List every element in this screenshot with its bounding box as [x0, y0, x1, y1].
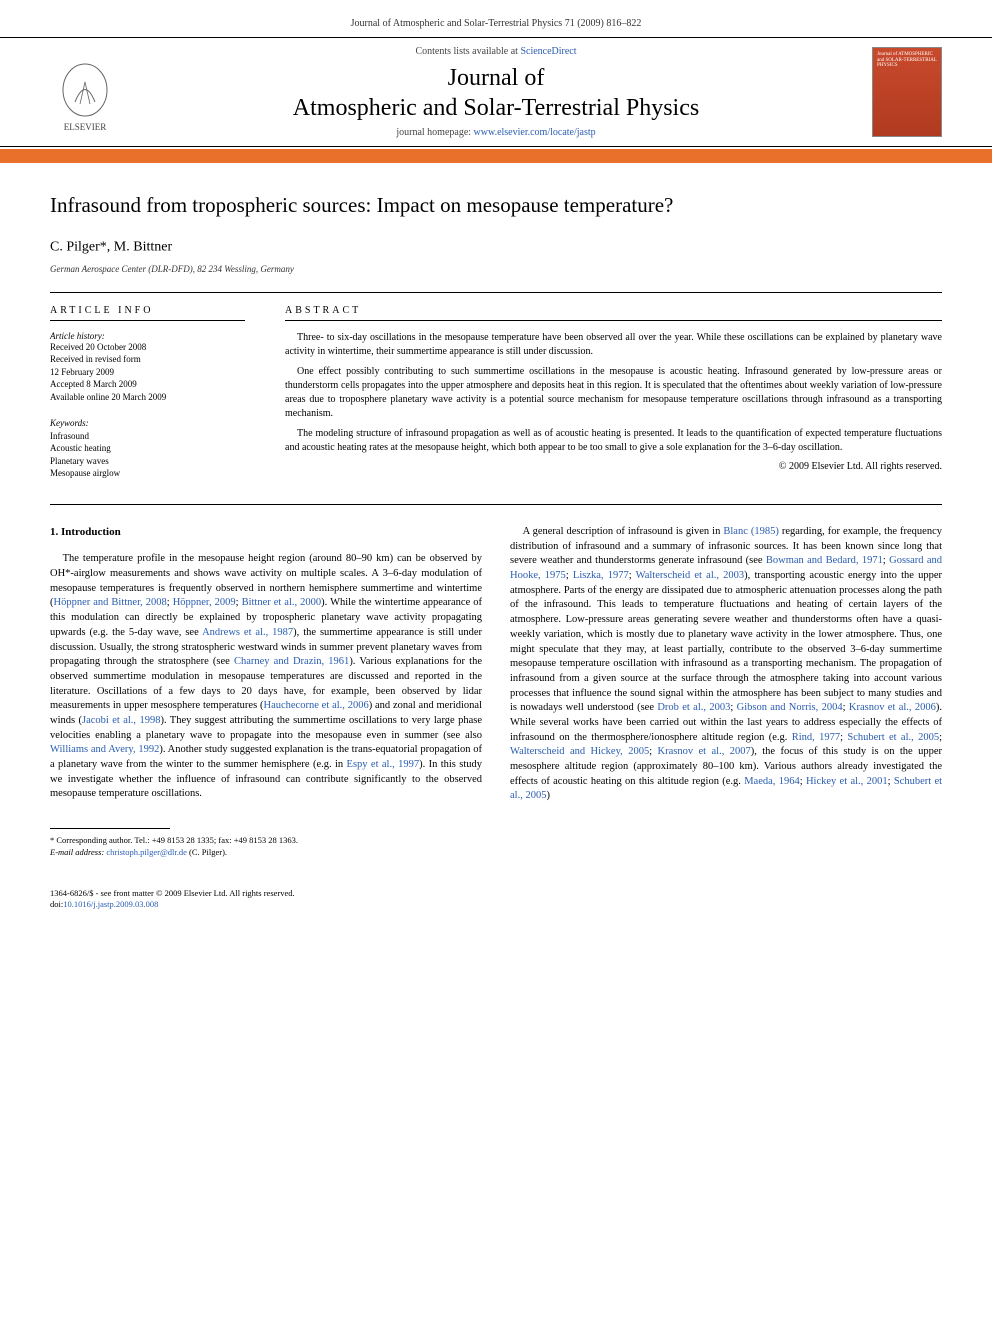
- history-item: Accepted 8 March 2009: [50, 378, 245, 391]
- citation-link[interactable]: Jacobi et al., 1998: [82, 715, 160, 726]
- citation-link[interactable]: Hauchecorne et al., 2006: [263, 700, 368, 711]
- keyword: Acoustic heating: [50, 442, 245, 455]
- article-info-block: ARTICLE INFO Article history: Received 2…: [50, 305, 245, 480]
- citation-link[interactable]: Liszka, 1977: [573, 570, 629, 581]
- divider: [50, 292, 942, 293]
- citation-link[interactable]: Andrews et al., 1987: [202, 627, 293, 638]
- contents-prefix: Contents lists available at: [415, 46, 520, 57]
- body-paragraph: The temperature profile in the mesopause…: [50, 552, 482, 802]
- orange-divider-bar: [0, 149, 992, 163]
- citation-link[interactable]: Hickey et al., 2001: [806, 776, 888, 787]
- history-item: Available online 20 March 2009: [50, 391, 245, 404]
- citation-link[interactable]: Krasnov et al., 2006: [849, 702, 936, 713]
- citation-link[interactable]: Höppner and Bittner, 2008: [54, 597, 167, 608]
- abstract-copyright: © 2009 Elsevier Ltd. All rights reserved…: [285, 461, 942, 472]
- section-heading: 1. Introduction: [50, 525, 482, 540]
- history-item: Received 20 October 2008: [50, 341, 245, 354]
- history-label: Article history:: [50, 331, 245, 341]
- citation-link[interactable]: Williams and Avery, 1992: [50, 744, 159, 755]
- abstract-block: ABSTRACT Three- to six-day oscillations …: [285, 305, 942, 480]
- article-title: Infrasound from tropospheric sources: Im…: [50, 193, 942, 218]
- elsevier-logo: ELSEVIER: [50, 52, 120, 132]
- keywords-label: Keywords:: [50, 418, 245, 428]
- affiliation: German Aerospace Center (DLR-DFD), 82 23…: [50, 264, 942, 274]
- citation-link[interactable]: Krasnov et al., 2007: [658, 746, 751, 757]
- journal-name: Journal of Atmospheric and Solar-Terrest…: [140, 63, 852, 123]
- history-item: 12 February 2009: [50, 366, 245, 379]
- running-header: Journal of Atmospheric and Solar-Terrest…: [0, 0, 992, 37]
- citation-link[interactable]: Blanc (1985): [723, 526, 779, 537]
- keyword: Planetary waves: [50, 455, 245, 468]
- banner-center: Contents lists available at ScienceDirec…: [140, 46, 852, 138]
- article-info-heading: ARTICLE INFO: [50, 305, 245, 321]
- authors: C. Pilger*, M. Bittner: [50, 236, 942, 256]
- sciencedirect-link[interactable]: ScienceDirect: [520, 46, 576, 57]
- corresponding-author-footnote: * Corresponding author. Tel.: +49 8153 2…: [50, 835, 942, 858]
- doi-link[interactable]: 10.1016/j.jastp.2009.03.008: [63, 899, 158, 909]
- citation-link[interactable]: Walterscheid and Hickey, 2005: [510, 746, 649, 757]
- citation-link[interactable]: Maeda, 1964: [744, 776, 800, 787]
- abstract-heading: ABSTRACT: [285, 305, 942, 321]
- section-divider: [50, 504, 942, 505]
- citation-link[interactable]: Walterscheid et al., 2003: [636, 570, 745, 581]
- page-footer: 1364-6826/$ - see front matter © 2009 El…: [0, 888, 992, 941]
- citation-link[interactable]: Gibson and Norris, 2004: [737, 702, 843, 713]
- keyword: Mesopause airglow: [50, 467, 245, 480]
- history-item: Received in revised form: [50, 353, 245, 366]
- abstract-paragraph: Three- to six-day oscillations in the me…: [285, 331, 942, 359]
- citation-link[interactable]: Schubert et al., 2005: [847, 732, 939, 743]
- abstract-paragraph: The modeling structure of infrasound pro…: [285, 427, 942, 455]
- journal-cover-thumbnail: Journal of ATMOSPHERIC and SOLAR-TERREST…: [872, 47, 942, 137]
- citation-link[interactable]: Bowman and Bedard, 1971: [766, 555, 883, 566]
- citation-link[interactable]: Höppner, 2009: [173, 597, 236, 608]
- homepage-prefix: journal homepage:: [396, 127, 473, 138]
- citation-link[interactable]: Espy et al., 1997: [347, 759, 420, 770]
- citation-link[interactable]: Bittner et al., 2000: [242, 597, 322, 608]
- footnote-separator: [50, 828, 170, 829]
- citation-link[interactable]: Charney and Drazin, 1961: [234, 656, 349, 667]
- abstract-paragraph: One effect possibly contributing to such…: [285, 365, 942, 421]
- journal-banner: ELSEVIER Contents lists available at Sci…: [0, 37, 992, 147]
- email-link[interactable]: christoph.pilger@dlr.de: [106, 847, 187, 857]
- body-paragraph: A general description of infrasound is g…: [510, 525, 942, 804]
- homepage-link[interactable]: www.elsevier.com/locate/jastp: [474, 127, 596, 138]
- citation-link[interactable]: Drob et al., 2003: [657, 702, 730, 713]
- body-columns: 1. Introduction The temperature profile …: [50, 525, 942, 804]
- keyword: Infrasound: [50, 430, 245, 443]
- citation-link[interactable]: Rind, 1977: [792, 732, 840, 743]
